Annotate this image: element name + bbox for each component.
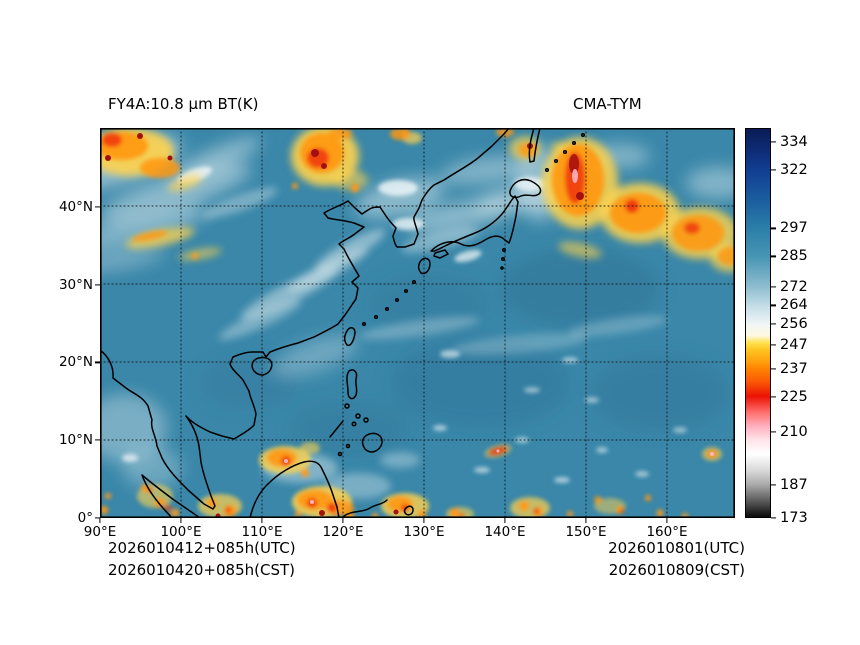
colorbar-tick-mark [771,395,776,398]
colorbar-tick-mark [771,169,776,171]
y-tick-label: 40°N [58,198,93,215]
x-tick-mark [261,518,263,523]
timestamp-right-line2: 2026010809(CST) [608,561,745,579]
x-tick-mark [180,518,182,523]
colorbar-tick-label: 247 [780,337,808,354]
colorbar-tick-mark [771,430,776,433]
y-tick-label: 0° [77,510,93,526]
timestamp-left-line1: 2026010412+085h(UTC) [108,539,296,557]
x-tick-mark [342,518,344,523]
y-tick-mark [95,361,100,363]
map-plot [100,128,735,518]
colorbar-tick-mark [771,323,776,325]
plot-frame [100,128,735,518]
x-tick-mark [585,518,587,523]
x-tick-label: 130°E [403,524,445,540]
colorbar-tick-mark [771,255,776,258]
colorbar-tick-label: 256 [780,316,808,333]
colorbar-tick-label: 264 [780,297,808,314]
colorbar-tick-mark [771,484,776,486]
x-tick-label: 110°E [241,524,283,540]
colorbar-tick-label: 272 [780,278,808,295]
y-tick-mark [95,206,100,208]
y-tick-label: 10°N [58,432,93,449]
timestamp-right-line1: 2026010801(UTC) [608,539,745,557]
colorbar-tick-mark [771,304,776,307]
x-tick-label: 100°E [160,524,202,540]
y-tick-mark [95,284,100,286]
colorbar-tick-label: 210 [780,423,808,440]
x-tick-label: 90°E [83,524,117,540]
colorbar-tick-mark [771,286,776,288]
grid-lines [100,128,735,518]
y-tick-mark [95,517,100,519]
colorbar-tick-label: 285 [780,248,808,265]
y-tick-mark [95,439,100,441]
x-tick-label: 120°E [322,524,364,540]
colorbar-tick-label: 322 [780,162,808,179]
colorbar [745,128,771,518]
x-tick-mark [423,518,425,523]
colorbar-tick-label: 225 [780,388,808,405]
colorbar-tick-label: 334 [780,134,808,150]
map-image [100,128,735,518]
x-tick-label: 140°E [484,524,526,540]
colorbar-tick-mark [771,141,776,143]
x-tick-mark [504,518,506,523]
x-tick-mark [666,518,668,523]
colorbar-tick-mark [771,517,776,519]
timestamp-left-line2: 2026010420+085h(CST) [108,561,296,579]
x-tick-label: 150°E [565,524,607,540]
y-tick-label: 20°N [58,354,93,371]
colorbar-tick-mark [771,367,776,370]
colorbar-tick-label: 187 [780,477,808,494]
colorbar-tick-label: 237 [780,360,808,377]
colorbar-tick-mark [771,227,776,229]
y-tick-label: 30°N [58,276,93,293]
colorbar-tick-label: 297 [780,220,808,237]
plot-title-right: CMA-TYM [573,95,642,113]
x-tick-mark [99,518,101,523]
colorbar-tick-label: 173 [780,510,808,526]
plot-title-left: FY4A:10.8 μm BT(K) [108,95,259,113]
coastlines [100,128,586,518]
colorbar-tick-mark [771,344,776,346]
cold-cloud-regions [100,128,735,518]
x-tick-label: 160°E [646,524,688,540]
